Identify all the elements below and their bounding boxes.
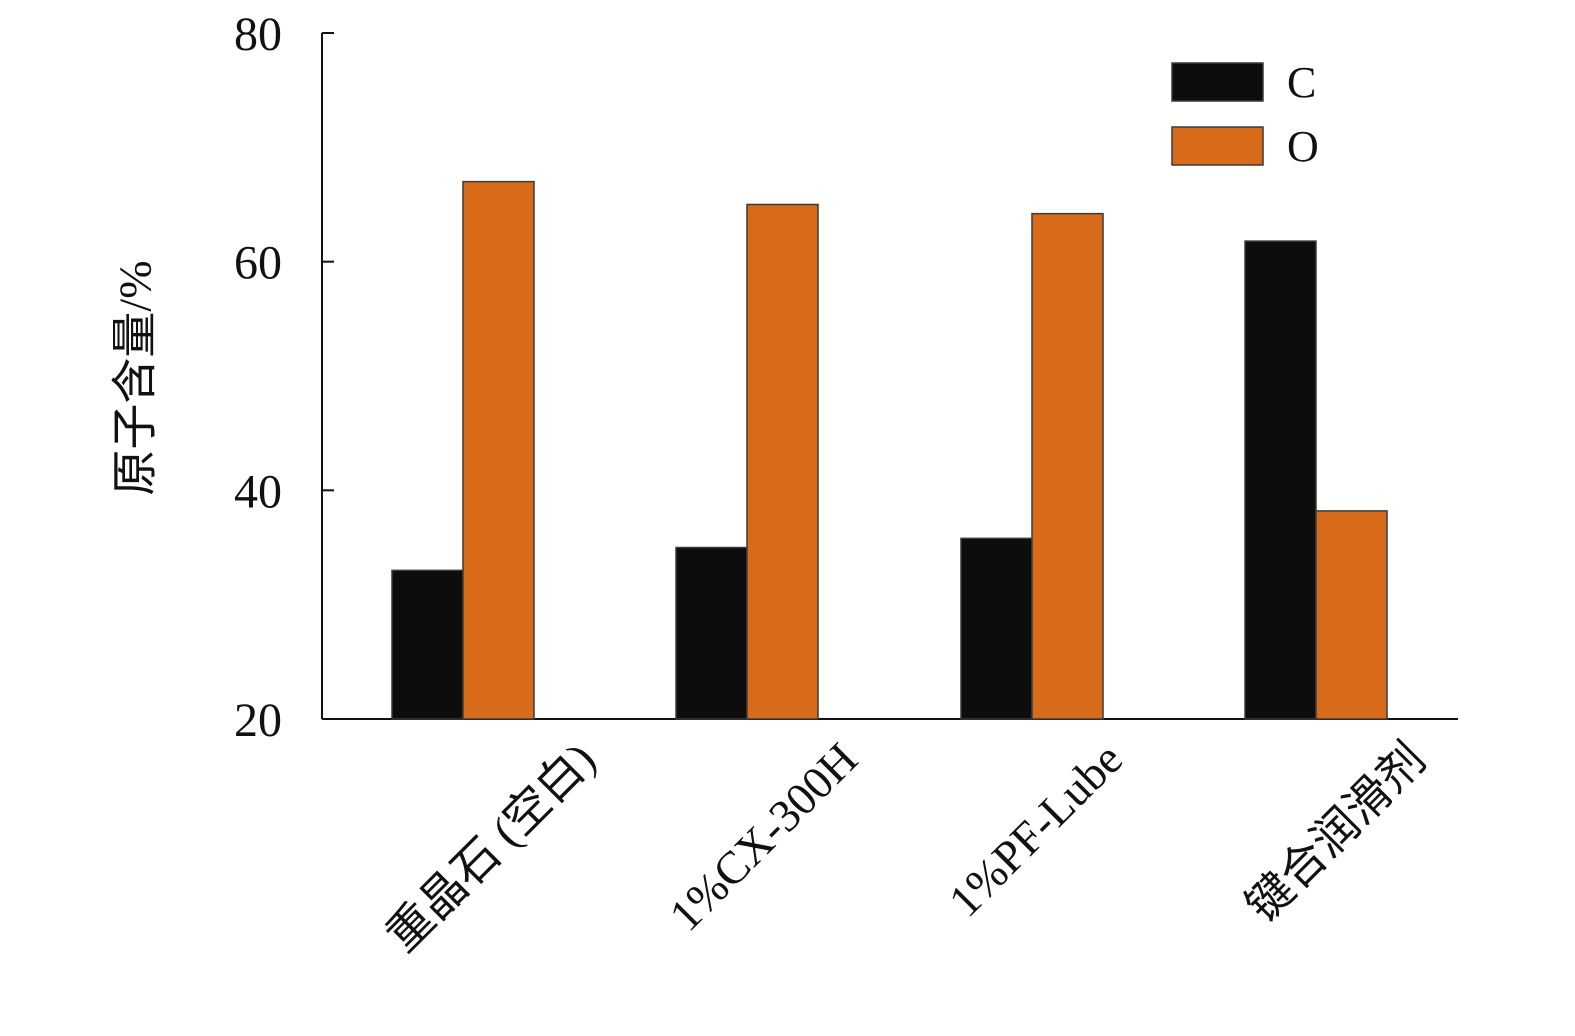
- y-tick-label: 40: [234, 465, 282, 518]
- y-tick-label: 80: [234, 8, 282, 61]
- x-category-label: 键合润滑剂: [1236, 733, 1435, 932]
- bar-o-3: [1031, 212, 1104, 720]
- x-category-label: 重晶石 (空白): [377, 733, 605, 961]
- bar-c-2: [675, 546, 748, 720]
- bar-c-1: [391, 569, 464, 720]
- bar-c-3: [960, 537, 1033, 720]
- legend-label-c: C: [1287, 58, 1316, 107]
- y-tick-label: 60: [234, 237, 282, 290]
- legend: CO: [1171, 58, 1319, 171]
- bar-o-4: [1315, 510, 1388, 720]
- y-tick-label: 20: [234, 694, 282, 747]
- x-category-label: 1%PF-Lube: [939, 733, 1132, 926]
- bar-c-4: [1244, 240, 1317, 720]
- legend-label-o: O: [1287, 122, 1319, 171]
- x-category-label: 1%CX-300H: [659, 733, 867, 941]
- bar-o-1: [462, 180, 535, 720]
- y-axis-title: 原子含量/%: [110, 260, 161, 495]
- legend-swatch-c: [1171, 62, 1264, 102]
- bar-o-2: [746, 203, 819, 720]
- bars: [391, 180, 1388, 720]
- legend-swatch-o: [1171, 126, 1264, 166]
